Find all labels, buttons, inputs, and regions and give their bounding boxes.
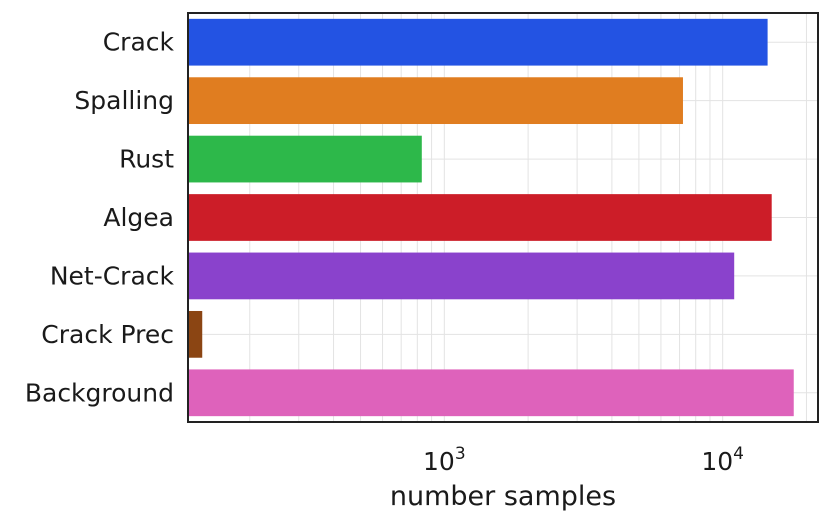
category-label: Spalling [74,86,174,115]
x-tick-labels: 103 104 [423,444,744,476]
category-label: Crack Prec [41,320,174,349]
bar-net-crack [188,252,735,300]
category-label: Background [25,378,174,407]
category-label: Rust [119,145,174,174]
x-tick-label: 104 [701,444,744,476]
bar-spalling [188,77,683,125]
bar-rust [188,135,422,183]
bar-crack [188,18,768,66]
x-tick-label: 103 [423,444,466,476]
category-labels: Crack Spalling Rust Algea Net-Crack Crack Pre… [25,28,175,408]
bar-algea [188,194,772,241]
bar-background [188,369,794,417]
bars [188,18,794,417]
bar-crack-prec [188,310,203,358]
category-label: Net-Crack [50,261,175,290]
plot-frame [187,12,819,423]
x-axis-title: number samples [390,481,616,512]
category-label: Crack [103,28,175,57]
category-label: Algea [103,203,174,232]
